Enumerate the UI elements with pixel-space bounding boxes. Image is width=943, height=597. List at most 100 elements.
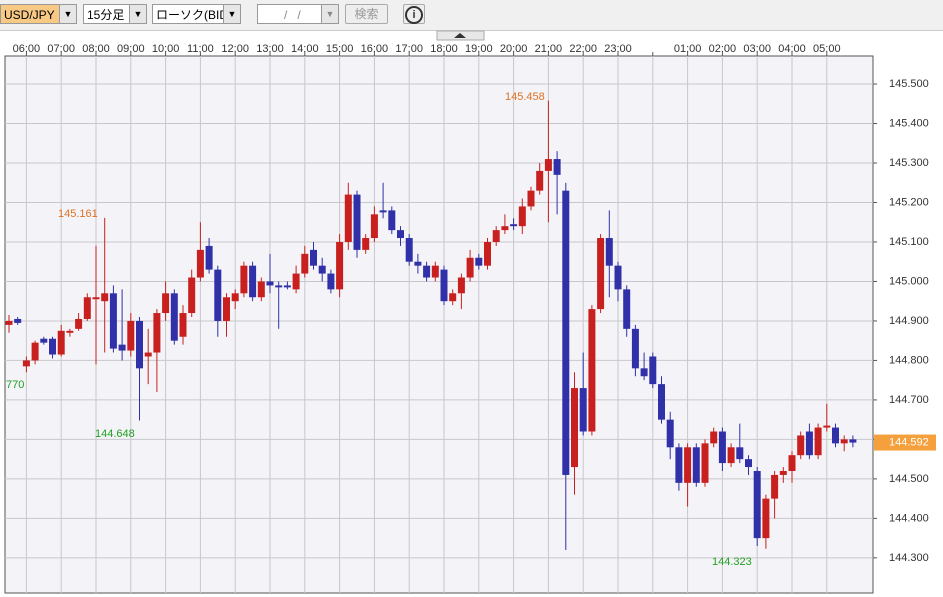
y-tick-label: 144.700 [889,394,929,406]
x-tick-label: 03:00 [743,43,771,55]
period: 15分足 [87,8,125,22]
candle-body [614,265,622,290]
x-tick-label: 01:00 [674,43,702,55]
candle-body [153,313,161,353]
x-tick-label: 15:00 [326,43,354,55]
x-tick-label: 21:00 [535,43,563,55]
candle-body [414,261,422,266]
candle-body [249,265,257,298]
toolbar: USD/JPY ▼ 15分足 ▼ ローソク(BID) ▼ / / ▼ 検索 i [0,0,943,31]
candle-body [797,435,805,456]
candle-body [466,257,474,278]
current-price-box [874,434,936,451]
candle-body [814,427,822,456]
x-tick-label: 14:00 [291,43,319,55]
candle-body [457,277,465,294]
candle-body [188,277,196,314]
candle-body [536,170,544,191]
candle-body [214,269,222,321]
y-tick-label: 145.300 [889,157,929,169]
dropdown-arrow: ▼ [59,5,76,23]
candle-body [162,293,170,314]
candle-body [327,273,335,290]
info-button[interactable]: i [403,4,425,24]
x-tick-label: 16:00 [361,43,389,55]
candle-body [179,313,187,337]
candle-body [431,265,439,278]
search-button[interactable]: 検索 [345,4,388,24]
candle-body [118,344,126,351]
candle-body [40,338,48,343]
period-select[interactable]: 15分足 ▼ [83,4,147,24]
candle-body [832,427,839,444]
y-tick-label: 144.500 [889,473,929,485]
candle-body [292,273,300,290]
candle-body [475,257,483,266]
candle-body [275,285,283,288]
candle-body [527,190,535,207]
candle-body [336,241,344,290]
x-tick-label: 12:00 [221,43,249,55]
pair-select[interactable]: USD/JPY ▼ [0,4,77,24]
annotation: 145.161 [58,208,98,220]
x-tick-label: 17:00 [395,43,423,55]
candle-body [684,447,692,483]
candle-body [49,338,56,355]
collapse-arrow [454,33,466,38]
x-tick-label: 08:00 [82,43,110,55]
candle-body [318,265,326,274]
kind-select[interactable]: ローソク(BID) ▼ [152,4,241,24]
candle-body [805,431,813,456]
candle-body [423,265,431,278]
date: / / [284,8,301,22]
x-tick-label: 06:00 [13,43,41,55]
candle-body [205,245,213,270]
candle-body [544,159,552,171]
x-tick-label: 09:00 [117,43,145,55]
candle-body [92,297,100,300]
candle-body [5,320,13,325]
candle-body [640,368,648,377]
candle-body [266,281,274,286]
y-tick-label: 145.200 [889,196,929,208]
candle-body [510,224,518,227]
x-tick-label: 22:00 [569,43,597,55]
candle-body [22,360,30,367]
candle-body [301,253,309,274]
candle-body [701,443,709,483]
candle-body [344,194,352,242]
candle-body [362,238,370,250]
date-input[interactable]: / / ▼ [257,4,339,24]
candle-body [736,447,744,460]
x-tick-label: 11:00 [187,43,214,55]
candle-body [553,159,561,175]
candle-body [109,293,117,349]
y-tick-label: 144.400 [889,512,929,524]
candle-body [753,470,761,539]
y-tick-label: 145.100 [889,236,929,248]
pair: USD/JPY [4,8,55,22]
candle-body [405,238,413,262]
candle-body [518,206,526,227]
candle-body [83,297,91,319]
candle-body [31,342,39,361]
candle-body [727,447,735,464]
x-tick-label: 05:00 [813,43,841,55]
candle-body [449,293,457,302]
x-tick-label: 04:00 [778,43,806,55]
candle-body [57,330,65,355]
candle-body [492,230,500,242]
chart-kind: ローソク(BID) [156,8,232,22]
candle-body [231,293,239,302]
annotation: 770 [6,379,24,391]
candle-body [579,388,587,432]
candle-body [745,459,752,468]
candle-body [484,241,491,266]
candle-body [771,474,779,499]
dropdown-arrow: ▼ [129,5,146,23]
x-tick-label: 07:00 [47,43,75,55]
candle-body [310,249,317,266]
annotation: 144.323 [712,556,752,568]
annotation: 145.458 [505,91,545,103]
